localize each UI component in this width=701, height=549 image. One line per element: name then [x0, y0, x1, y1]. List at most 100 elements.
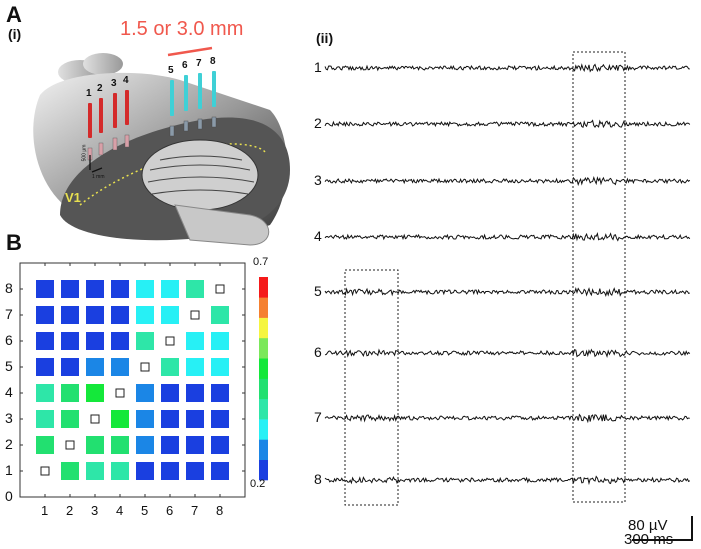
y-tick-label: 7 — [5, 306, 13, 322]
heatmap-cell — [111, 436, 129, 454]
heatmap-cell — [61, 384, 79, 402]
diagonal-marker — [65, 440, 75, 450]
electrode-red — [125, 90, 129, 125]
diagonal-marker — [90, 414, 100, 424]
scale-bar — [632, 516, 693, 541]
heatmap-cell — [186, 410, 204, 428]
heatmap-cell — [211, 306, 229, 324]
electrode-tip — [169, 125, 175, 137]
electrode-cyan — [212, 71, 216, 107]
y-tick-label: 6 — [5, 332, 13, 348]
x-tick-label: 2 — [66, 503, 74, 518]
x-tick-label: 8 — [216, 503, 224, 518]
heatmap-cell — [86, 306, 104, 324]
y-tick-label: 8 — [5, 280, 13, 296]
colorbar-segment — [259, 419, 268, 440]
panel-a-i-label: (i) — [8, 26, 22, 42]
diagonal-marker — [115, 388, 125, 398]
trace-channel-2 — [324, 119, 691, 129]
y-tick-label: 0 — [5, 488, 13, 504]
diagonal-marker — [215, 284, 225, 294]
colorbar-segment — [259, 317, 268, 339]
heatmap-cell — [36, 384, 54, 402]
heatmap-cell — [136, 410, 154, 428]
panel-b-label: B — [6, 230, 22, 255]
cerebellum-folia — [147, 155, 255, 195]
trace-channel-5 — [324, 287, 690, 297]
channel-label: 5 — [314, 283, 322, 299]
colorbar-segment — [259, 358, 268, 379]
scale-time-label: 300 ms — [624, 531, 674, 548]
heatmap-cell — [36, 436, 54, 454]
electrode-tip — [197, 118, 203, 130]
colorbar-segment — [259, 398, 268, 420]
heatmap-cell — [86, 280, 104, 298]
channel-label: 7 — [314, 409, 322, 425]
heatmap-cell — [86, 358, 104, 376]
heatmap-cell — [211, 358, 229, 376]
diagonal-marker — [165, 336, 175, 346]
heatmap-cell — [61, 358, 79, 376]
heatmap-cell — [61, 280, 79, 298]
channel-label: 2 — [314, 115, 322, 131]
electrode-label: 6 — [182, 60, 188, 71]
heatmap-cell — [136, 280, 154, 298]
x-tick-label: 4 — [116, 503, 124, 518]
electrode-tip — [98, 142, 104, 156]
heatmap-cell — [161, 306, 179, 324]
heatmap-cell — [136, 436, 154, 454]
heatmap-cell — [186, 436, 204, 454]
heatmap-cell — [136, 384, 154, 402]
trace-channel-3 — [324, 176, 691, 187]
y-tick-label: 5 — [5, 358, 13, 374]
electrode-red — [113, 93, 117, 128]
electrodes — [87, 71, 217, 161]
heatmap-cell — [186, 384, 204, 402]
y-tick-label: 1 — [5, 462, 13, 478]
heatmap-cell — [86, 462, 104, 480]
heatmap-cell — [86, 332, 104, 350]
diagonal-marker — [190, 310, 200, 320]
colorbar-segment — [259, 297, 268, 318]
scale-1mm-label: 1 mm — [92, 174, 105, 180]
channel-label: 8 — [314, 471, 322, 487]
heatmap-cell — [136, 462, 154, 480]
x-tick-label: 1 — [41, 503, 49, 518]
diagonal-marker — [140, 362, 150, 372]
heatmap-cell — [111, 462, 129, 480]
heatmap-cell — [61, 332, 79, 350]
x-tick-label: 3 — [91, 503, 99, 518]
heatmap-cell — [211, 332, 229, 350]
channel-label: 6 — [314, 344, 322, 360]
trace-channel-4 — [324, 231, 691, 242]
heatmap-cell — [211, 436, 229, 454]
y-tick-label: 2 — [5, 436, 13, 452]
channel-label: 4 — [314, 228, 322, 244]
heatmap-cell — [86, 436, 104, 454]
heatmap-cell — [211, 384, 229, 402]
panel-a-label: A — [6, 2, 22, 27]
heatmap-cell — [36, 332, 54, 350]
heatmap-cell — [161, 280, 179, 298]
electrode-label: 8 — [210, 56, 216, 67]
electrode-red — [99, 98, 103, 133]
electrode-tip — [124, 134, 130, 148]
colorbar-segment — [259, 459, 268, 481]
scale-bar-1mm — [91, 167, 103, 173]
heatmap-cell — [36, 280, 54, 298]
trace-channel-8 — [324, 475, 691, 486]
heatmap-cell — [211, 462, 229, 480]
channel-label: 1 — [314, 59, 322, 75]
electrode-label: 1 — [86, 88, 92, 99]
x-tick-label: 5 — [141, 503, 149, 518]
highlight-window — [572, 51, 626, 503]
heatmap-cell — [86, 384, 104, 402]
heatmap-cell — [186, 332, 204, 350]
trace-channel-6 — [324, 348, 691, 358]
trace-channel-7 — [324, 413, 690, 424]
heatmap-cell — [161, 410, 179, 428]
x-tick-label: 6 — [166, 503, 174, 518]
colorbar-segment — [259, 337, 268, 359]
